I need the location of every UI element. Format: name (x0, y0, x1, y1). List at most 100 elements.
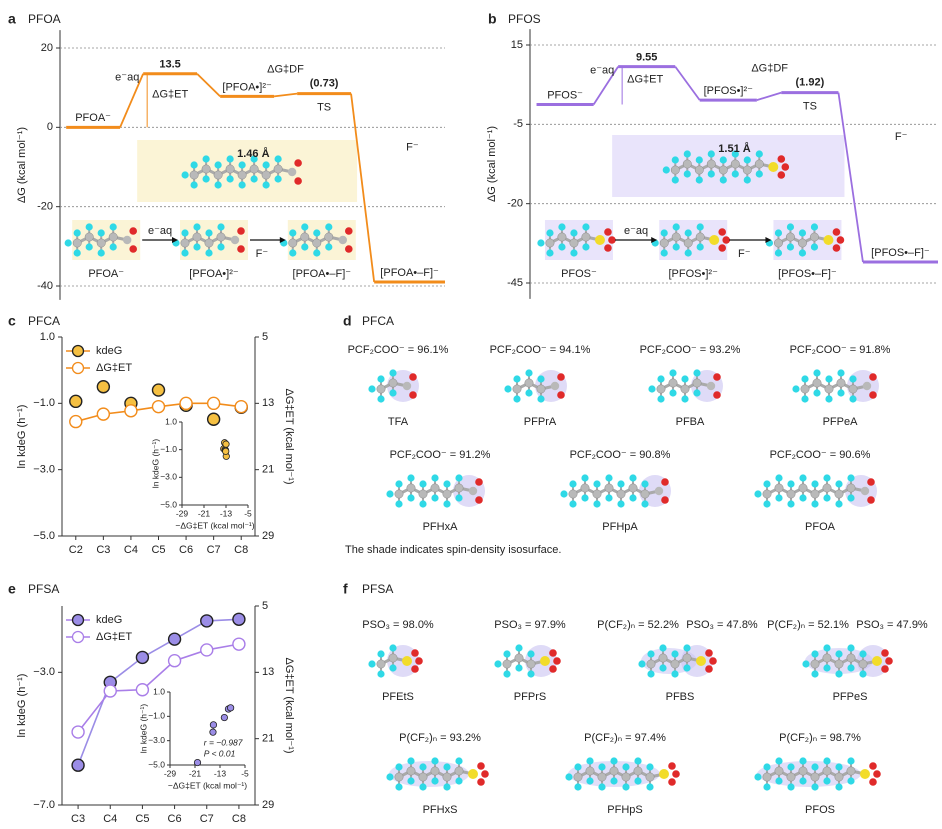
scheme-fluoride: F⁻ (256, 248, 269, 260)
atom-c (800, 384, 810, 394)
atom-f (811, 763, 819, 771)
legend-marker (71, 361, 85, 375)
x-tick-label: C7 (200, 813, 214, 825)
x-tick-label: C6 (179, 544, 193, 556)
atom-c (706, 381, 716, 391)
atom-c (628, 483, 638, 493)
atom-o (294, 159, 302, 167)
atom-f (558, 243, 566, 251)
atom-f (368, 660, 376, 668)
atom-f (648, 385, 656, 393)
spin-probability: P(CF₂)ₙ = 52.2% (597, 619, 679, 631)
atom-f (810, 223, 819, 231)
atom-f (97, 249, 105, 257)
annotation: ΔG‡ET (627, 73, 663, 85)
arrow-head (172, 237, 178, 243)
connector (119, 73, 144, 128)
molecule (638, 644, 717, 678)
atom-f (695, 156, 703, 164)
spin-probability: PCF₂COO⁻ = 91.2% (390, 449, 491, 461)
atom-f (672, 223, 680, 231)
marker (200, 614, 214, 628)
marker (135, 650, 150, 665)
atom-f (274, 175, 282, 183)
atom-f (641, 500, 649, 508)
legend-label: ΔG‡ET (96, 362, 132, 374)
atom-f (669, 369, 677, 377)
spin-probability: P(CF₂)ₙ = 93.2% (399, 732, 481, 744)
atom-f (85, 243, 93, 251)
atom-f (537, 395, 545, 403)
atom-f (755, 150, 763, 158)
atom-f (565, 773, 573, 781)
atom-c (568, 489, 578, 499)
atom-f (190, 161, 198, 169)
atom-o (709, 657, 717, 665)
atom-f (634, 757, 642, 765)
atom-f (513, 395, 521, 403)
atom-f (395, 783, 403, 791)
atom-f (582, 243, 590, 251)
atom-o (549, 649, 557, 657)
atom-f (763, 480, 771, 488)
panel-letter: b (488, 11, 497, 27)
atom-c (834, 659, 844, 669)
molecule (802, 644, 893, 678)
atom-f (525, 389, 533, 397)
atom-c (108, 232, 118, 242)
atom-f (217, 223, 225, 231)
atom-f (647, 650, 655, 658)
x-tick-label: C6 (168, 813, 182, 825)
atom-f (683, 150, 691, 158)
arrow-head (279, 237, 286, 243)
atom-f (593, 480, 601, 488)
atom-o (557, 391, 565, 399)
atom-f (859, 650, 867, 658)
atom-o (604, 228, 612, 236)
atom-o (237, 245, 245, 253)
atom-c (406, 483, 416, 493)
atom-f (787, 480, 795, 488)
atom-f (217, 243, 225, 251)
atom-c (671, 232, 681, 242)
marker (167, 654, 182, 668)
y2-tick-label: 5 (262, 600, 268, 612)
atom-f (646, 783, 654, 791)
annotation: ΔG‡ET (152, 88, 188, 100)
atom-o (777, 171, 786, 179)
atom-f (570, 249, 578, 257)
connector (273, 92, 298, 98)
atom-f (662, 166, 670, 174)
atom-s (468, 769, 478, 779)
atom-c (180, 238, 190, 248)
panel-title: PFOA (28, 12, 61, 26)
atom-f (574, 763, 582, 771)
y2-tick-label: 5 (262, 331, 268, 343)
atom-s (402, 656, 412, 666)
atom-s (709, 235, 720, 245)
spin-probability: PCF₂COO⁻ = 94.1% (490, 344, 591, 356)
marker (206, 412, 221, 426)
marker (200, 643, 214, 657)
y-tick-label: −1.0 (33, 397, 55, 409)
atom-f (646, 763, 654, 771)
state-label: PFOA⁻ (75, 112, 111, 124)
atom-c (834, 489, 844, 499)
molecule (648, 369, 723, 403)
atom-c (204, 238, 214, 248)
atom-f (527, 670, 535, 678)
atom-f (301, 243, 309, 251)
molecule-name: PFOS (805, 804, 835, 816)
atom-f (455, 757, 463, 765)
atom-f (250, 155, 258, 163)
y-axis-label: ΔG (kcal mol⁻¹) (16, 127, 28, 203)
state-label: [PFOS•]²⁻ (704, 85, 754, 97)
atom-f (181, 229, 189, 237)
x-tick-label: C4 (124, 544, 138, 556)
atom-f (389, 664, 397, 672)
atom-f (431, 474, 439, 482)
y-tick-label: 20 (41, 42, 53, 54)
y2-tick-label: 13 (262, 666, 274, 678)
molecule (565, 757, 680, 791)
atom-f (743, 176, 751, 184)
